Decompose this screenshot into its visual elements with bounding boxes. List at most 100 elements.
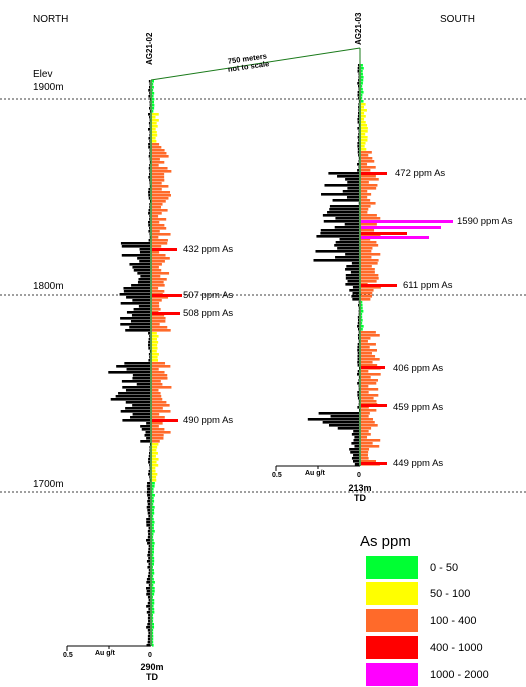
au-bar [146, 644, 150, 647]
au-bar [149, 134, 150, 137]
as-bar [361, 76, 364, 79]
au-bar [149, 161, 151, 164]
au-bar [148, 95, 150, 98]
au-bar [136, 383, 150, 386]
as-bar [361, 331, 376, 334]
as-bar [152, 263, 162, 266]
au-bar [148, 557, 150, 560]
as-bar [152, 521, 155, 524]
as-bar [361, 103, 366, 106]
au-bar [149, 467, 151, 470]
au-bar [125, 401, 150, 404]
as-bar [361, 355, 376, 358]
au-bar [315, 250, 359, 253]
au-bar [357, 382, 359, 385]
as-bar [361, 352, 372, 355]
as-bar [152, 476, 157, 479]
as-bar [152, 530, 155, 533]
as-bar [361, 286, 381, 289]
au-bar [328, 424, 359, 427]
au-bar [358, 376, 360, 379]
as-bar [361, 241, 377, 244]
au-bar [316, 235, 359, 238]
as-peak-bar [361, 366, 385, 369]
au-bar [352, 286, 359, 289]
au-bar [313, 259, 359, 262]
as-bar [361, 94, 363, 97]
au-bar [334, 226, 359, 229]
au-bar [147, 536, 150, 539]
as-bar [152, 179, 165, 182]
as-bar [152, 407, 163, 410]
as-bar [152, 314, 165, 317]
au-bar [146, 590, 150, 593]
au-bar [147, 542, 150, 545]
au-bar [138, 305, 150, 308]
hole2-depth: 213m [348, 483, 372, 493]
au-bar [148, 515, 150, 518]
au-bar [149, 215, 150, 218]
au-bar [110, 398, 150, 401]
au-bar [147, 629, 150, 632]
au-bar [118, 392, 150, 395]
au-bar [125, 389, 150, 392]
as-bar [152, 92, 155, 95]
as-bar [361, 454, 368, 457]
as-bar [152, 470, 156, 473]
as-bar [152, 554, 154, 557]
as-bar [361, 139, 368, 142]
au-bar [120, 302, 150, 305]
as-bar [361, 133, 366, 136]
as-bar [152, 251, 160, 254]
legend-label: 0 - 50 [430, 562, 459, 574]
au-bar [148, 584, 150, 587]
as-bar [152, 392, 161, 395]
au-bar [115, 395, 150, 398]
as-bar [152, 488, 154, 491]
au-bar [357, 136, 359, 139]
as-bar [152, 287, 159, 290]
as-bar [152, 356, 158, 359]
au-bar [358, 385, 360, 388]
as-bar [361, 97, 363, 100]
as-bar [361, 313, 363, 316]
au-bar [318, 412, 359, 415]
au-bar [354, 463, 359, 466]
as-bar [152, 482, 155, 485]
au-bar [358, 79, 359, 82]
au-bar [357, 70, 359, 73]
au-bar [358, 379, 359, 382]
as-bar [152, 566, 154, 569]
au-bar [149, 140, 150, 143]
au-bar [357, 91, 359, 94]
au-bar [131, 284, 150, 287]
au-bar [147, 566, 150, 569]
au-bar [357, 64, 359, 67]
as-bar [361, 124, 368, 127]
au-bar [148, 137, 150, 140]
au-bar [330, 415, 359, 418]
au-bar [345, 253, 359, 256]
as-bar [152, 299, 162, 302]
au-bar [349, 448, 359, 451]
au-bar [147, 575, 150, 578]
scale-bar-hole2 [275, 465, 360, 471]
au-bar [148, 128, 150, 131]
au-bar [353, 430, 359, 433]
as-bar [152, 389, 159, 392]
legend-swatch-green [366, 556, 418, 579]
au-bar [149, 104, 151, 107]
au-bar [137, 272, 150, 275]
as-bar [152, 629, 154, 632]
as-bar [152, 212, 162, 215]
as-bar [152, 233, 171, 236]
as-bar [361, 370, 369, 373]
au-bar [146, 539, 150, 542]
scale1-right-value: 0 [148, 652, 152, 659]
as-bar [361, 115, 366, 118]
as-bar [361, 205, 371, 208]
elev-1700: 1700m [33, 479, 64, 490]
au-bar [148, 572, 150, 575]
au-bar [149, 182, 151, 185]
as-bar [152, 95, 154, 98]
